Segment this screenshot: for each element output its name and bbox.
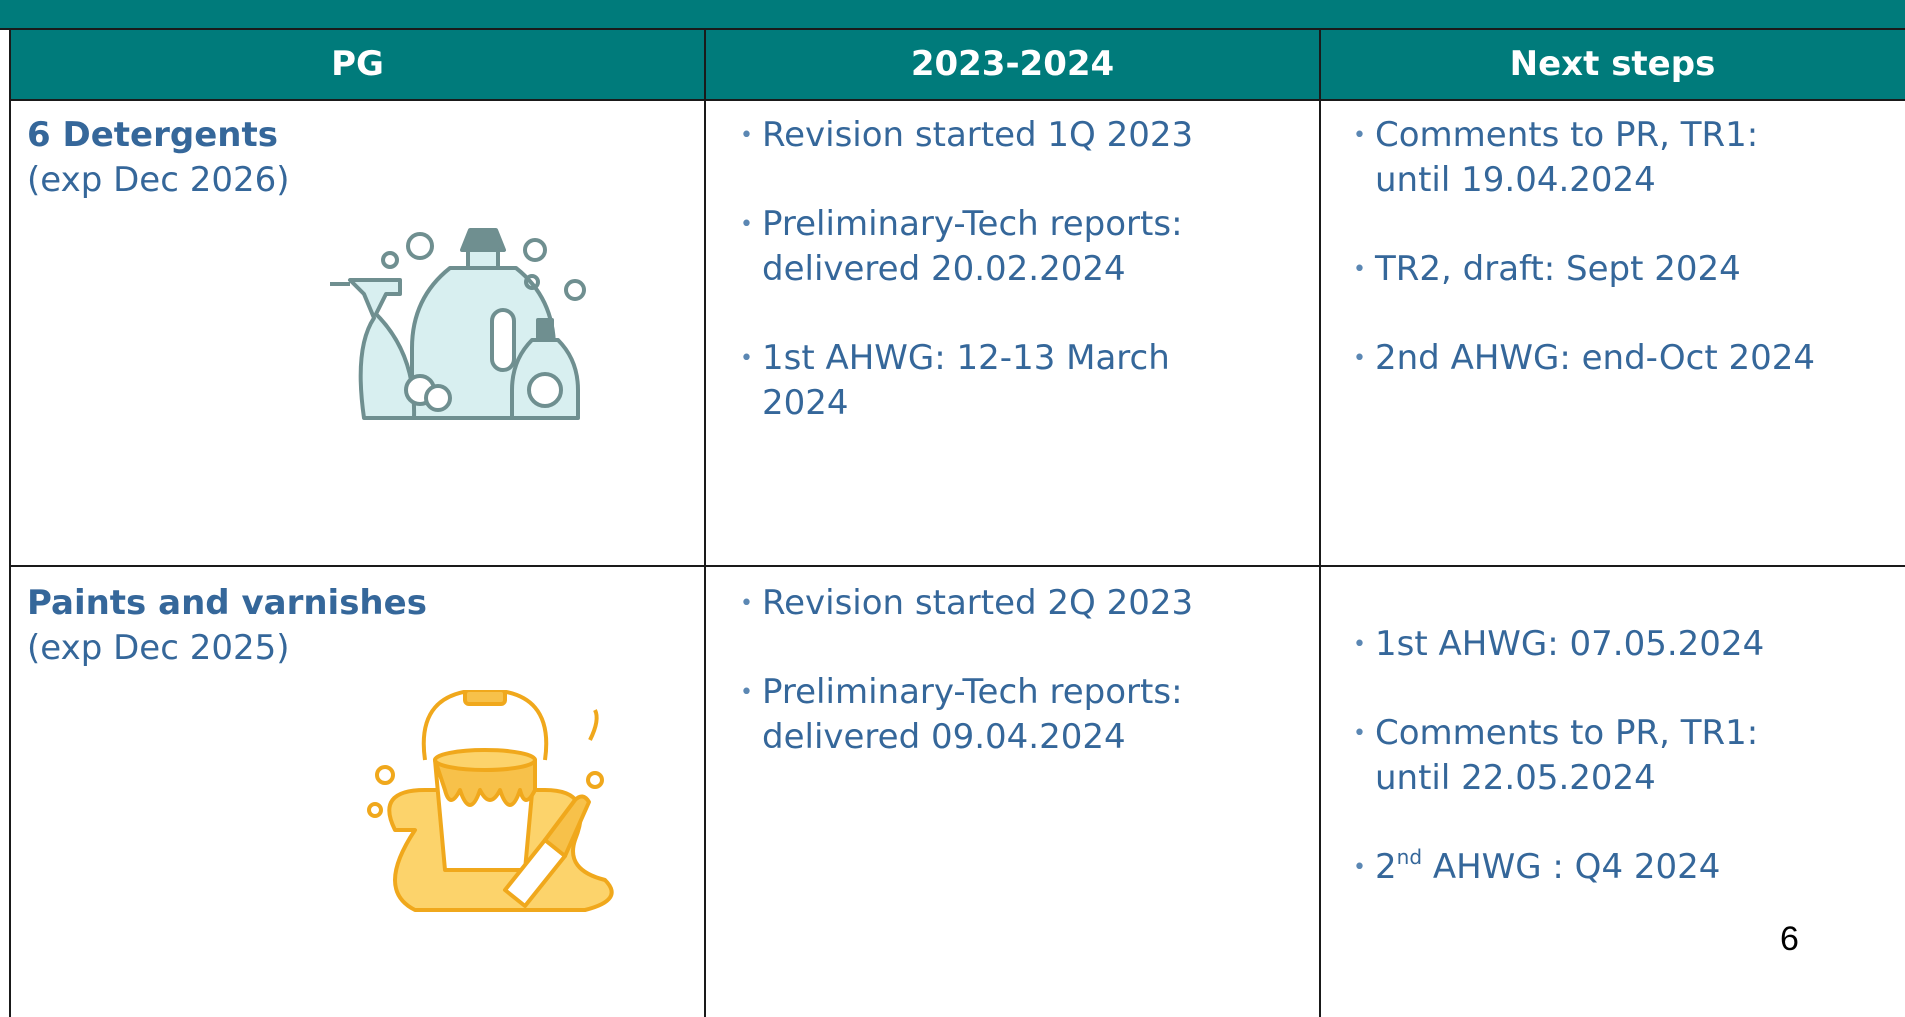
bullet: • (1353, 346, 1366, 371)
pg-cell: 6 Detergents (exp Dec 2026) (27, 113, 290, 203)
bullet-text: delivered 09.04.2024 (762, 717, 1126, 757)
header-cell: PG (331, 44, 384, 84)
bullet-text: 2024 (762, 383, 849, 423)
pg-expiry: (exp Dec 2025) (27, 628, 290, 668)
bullet-text: Revision started 1Q 2023 (762, 115, 1194, 155)
superscript: nd (1396, 845, 1423, 869)
bullet-text: TR2, draft: Sept 2024 (1375, 249, 1741, 289)
bullet: • (1353, 123, 1366, 148)
bullet: • (1353, 257, 1366, 282)
bullet-item: • 1st AHWG: 07.05.2024 (1353, 622, 1765, 667)
border (704, 28, 706, 1017)
bullet-text: Comments to PR, TR1: (1375, 115, 1759, 155)
bullet-text: Revision started 2Q 2023 (762, 583, 1194, 623)
bullet: • (740, 346, 753, 371)
border (0, 28, 1905, 30)
text-part: AHWG : Q4 2024 (1422, 847, 1721, 887)
bullet-item: • Revision started 1Q 2023 (740, 113, 1194, 158)
bullet-text: 1st AHWG: 12-13 March (762, 338, 1170, 378)
bullet-list: • Revision started 1Q 2023 • Preliminary-Te… (740, 113, 1194, 470)
bullet-item: • 2nd AHWG : Q4 2024 (1353, 845, 1764, 890)
bullet-text: Comments to PR, TR1: (1375, 713, 1759, 753)
bullet-item: • 2nd AHWG: end-Oct 2024 (1353, 336, 1816, 381)
border (10, 99, 1905, 101)
border (1319, 28, 1321, 1017)
pg-expiry: (exp Dec 2026) (27, 160, 290, 200)
bullet-item: • TR2, draft: Sept 2024 (1353, 247, 1815, 292)
bullet-item: • Preliminary-Tech reports: delivered 09.0… (740, 670, 1193, 760)
text-part: 2 (1375, 847, 1397, 887)
bullet-text: 2nd AHWG : Q4 2024 (1375, 845, 1764, 890)
bullet: • (1353, 855, 1366, 880)
detergent-icon (330, 228, 586, 420)
bullet-text: until 22.05.2024 (1375, 758, 1656, 798)
bullet-item: • Comments to PR, TR1: until 19.04.2024 (1353, 113, 1815, 203)
bullet: • (1353, 721, 1366, 746)
bullet-item: • 1st AHWG: 12-13 March 2024 (740, 336, 1193, 426)
pg-name: Paints and varnishes (27, 583, 427, 623)
bullet: • (740, 212, 753, 237)
border (10, 565, 1905, 567)
bullet-item: • Preliminary-Tech reports: delivered 20.0… (740, 202, 1193, 292)
bullet: • (740, 591, 753, 616)
paint-icon (367, 690, 614, 912)
bullet-text: until 19.04.2024 (1375, 160, 1656, 200)
bullet-list: • Comments to PR, TR1: until 19.04.2024 • TR… (1353, 113, 1816, 425)
pg-name: 6 Detergents (27, 115, 278, 155)
pg-cell: Paints and varnishes (exp Dec 2025) (27, 581, 427, 671)
bullet-text: delivered 20.02.2024 (762, 249, 1126, 289)
bullet-list: • Revision started 2Q 2023 • Preliminary-Te… (740, 581, 1194, 804)
bullet-list: • 1st AHWG: 07.05.2024 • Comments to PR, TR… (1353, 622, 1765, 934)
bullet: • (1353, 632, 1366, 657)
header-cell: 2023-2024 (910, 44, 1115, 84)
bullet: • (740, 123, 753, 148)
page-number: 6 (1780, 920, 1799, 958)
bullet-item: • Comments to PR, TR1: until 22.05.2024 (1353, 711, 1764, 801)
bullet-text: 1st AHWG: 07.05.2024 (1375, 624, 1765, 664)
bullet-text: 2nd AHWG: end-Oct 2024 (1375, 338, 1816, 378)
bullet: • (740, 680, 753, 705)
top-band (0, 0, 1905, 29)
bullet-text: Preliminary-Tech reports: (762, 204, 1183, 244)
bullet-text: Preliminary-Tech reports: (762, 672, 1183, 712)
bullet-item: • Revision started 2Q 2023 (740, 581, 1194, 626)
header-cell: Next steps (1509, 44, 1716, 84)
border (9, 28, 11, 1017)
header-row (10, 29, 1905, 100)
